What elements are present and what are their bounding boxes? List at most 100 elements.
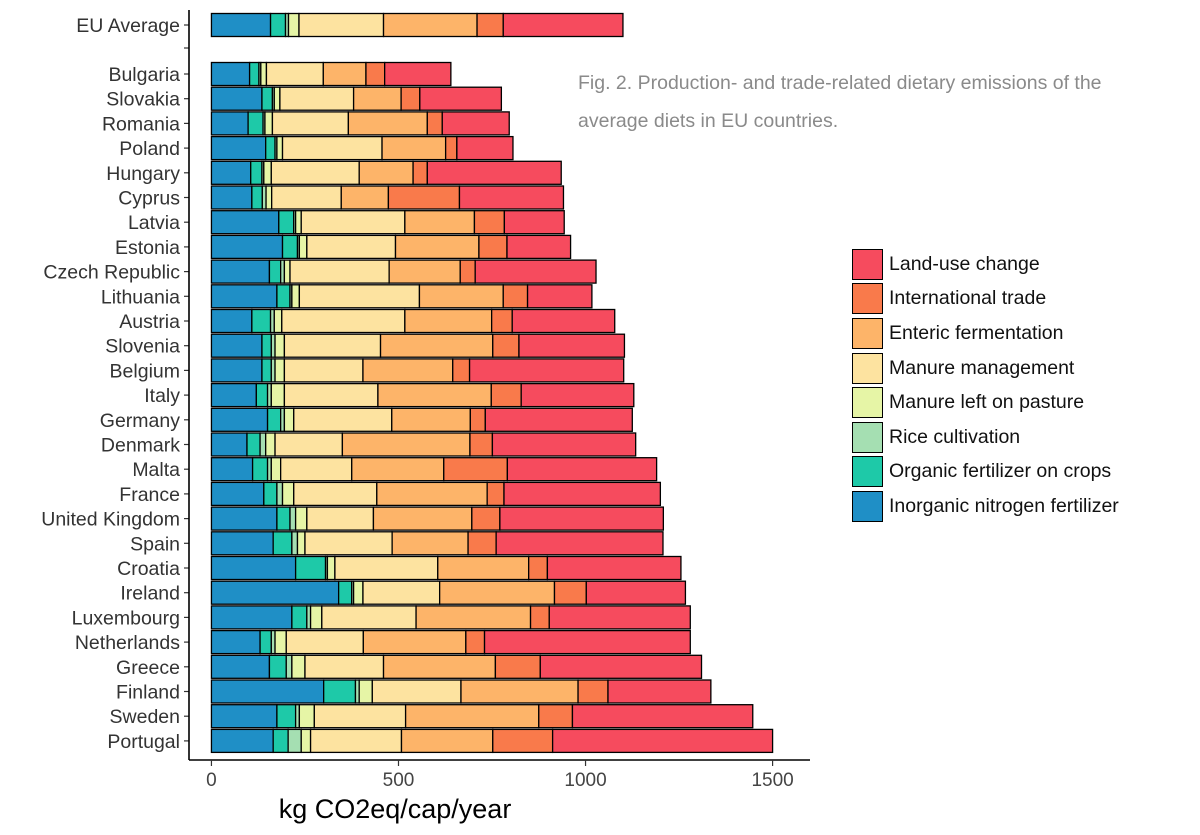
bar-segment-italy-land-use-change bbox=[520, 382, 635, 408]
bar-segment-hungary-manure-left-on-pasture bbox=[263, 160, 272, 185]
bar-segment-eu-average-international-trade bbox=[476, 12, 504, 38]
bar-segment-belgium-enteric-fermentation bbox=[362, 358, 454, 383]
bar-segment-spain-manure-left-on-pasture bbox=[296, 531, 306, 556]
legend-label: Enteric fermentation bbox=[889, 321, 1064, 344]
y-tick-label-romania: Romania bbox=[102, 113, 180, 135]
bar-segment-estonia-enteric-fermentation bbox=[394, 234, 480, 260]
bar-segment-slovakia-international-trade bbox=[400, 86, 421, 111]
y-tick-label-hungary: Hungary bbox=[106, 163, 180, 185]
bar-segment-austria-manure-left-on-pasture bbox=[273, 308, 283, 334]
bar-segment-latvia-land-use-change bbox=[503, 210, 565, 235]
bar-segment-malta-inorganic-nitrogen-fertilizer bbox=[210, 457, 254, 482]
bar-segment-luxembourg-manure-management bbox=[321, 605, 417, 630]
bar-segment-malta-organic-fertilizer-on-crops bbox=[251, 457, 269, 482]
bar-segment-portugal-inorganic-nitrogen-fertilizer bbox=[210, 728, 274, 754]
bar-segment-romania-international-trade bbox=[426, 111, 443, 136]
y-tick-label-finland: Finland bbox=[116, 682, 180, 704]
bar-segment-netherlands-enteric-fermentation bbox=[362, 629, 467, 655]
bar-segment-netherlands-inorganic-nitrogen-fertilizer bbox=[210, 629, 261, 655]
bar-segment-bulgaria-organic-fertilizer-on-crops bbox=[248, 61, 260, 87]
bar-segment-bulgaria-manure-management bbox=[265, 61, 324, 87]
legend-swatch bbox=[852, 317, 883, 349]
y-tick-label-portugal: Portugal bbox=[107, 731, 180, 753]
bar-segment-italy-international-trade bbox=[490, 382, 522, 408]
y-tick-label-bulgaria: Bulgaria bbox=[108, 64, 180, 86]
bar-segment-czech-republic-inorganic-nitrogen-fertilizer bbox=[210, 259, 271, 284]
bar-segment-belgium-manure-management bbox=[283, 358, 364, 383]
y-tick-label-spain: Spain bbox=[130, 533, 180, 555]
y-tick-label-estonia: Estonia bbox=[115, 237, 180, 259]
bar-segment-bulgaria-international-trade bbox=[365, 61, 386, 87]
bar-segment-cyprus-international-trade bbox=[387, 185, 461, 210]
bar-segment-eu-average-manure-management bbox=[298, 12, 385, 38]
bar-segment-sweden-international-trade bbox=[538, 704, 574, 729]
bar-segment-denmark-land-use-change bbox=[491, 432, 637, 457]
legend-swatch bbox=[852, 421, 883, 453]
y-tick-label-austria: Austria bbox=[119, 311, 180, 333]
bar-segment-finland-manure-management bbox=[371, 679, 462, 704]
bar-segment-germany-land-use-change bbox=[484, 407, 633, 432]
y-tick-label-belgium: Belgium bbox=[110, 360, 180, 382]
bar-segment-denmark-enteric-fermentation bbox=[341, 432, 471, 457]
bar-segment-latvia-enteric-fermentation bbox=[404, 210, 476, 235]
bar-segment-sweden-manure-left-on-pasture bbox=[298, 704, 315, 729]
bar-segment-sweden-manure-management bbox=[313, 704, 407, 729]
bar-segment-estonia-manure-management bbox=[306, 234, 397, 260]
bar-segment-bulgaria-inorganic-nitrogen-fertilizer bbox=[210, 61, 251, 87]
bar-segment-slovenia-manure-left-on-pasture bbox=[274, 333, 286, 358]
bar-segment-spain-organic-fertilizer-on-crops bbox=[272, 531, 293, 556]
bar-segment-belgium-inorganic-nitrogen-fertilizer bbox=[210, 358, 263, 383]
bar-segment-slovakia-land-use-change bbox=[419, 86, 503, 111]
bar-segment-denmark-inorganic-nitrogen-fertilizer bbox=[210, 432, 248, 457]
bar-segment-croatia-organic-fertilizer-on-crops bbox=[294, 555, 327, 581]
bar-segment-latvia-organic-fertilizer-on-crops bbox=[278, 210, 295, 235]
bar-segment-spain-enteric-fermentation bbox=[391, 531, 469, 556]
bar-segment-hungary-organic-fertilizer-on-crops bbox=[250, 160, 263, 185]
bar-segment-luxembourg-international-trade bbox=[529, 605, 550, 630]
bar-segment-eu-average-enteric-fermentation bbox=[382, 12, 478, 38]
bar-segment-slovenia-international-trade bbox=[492, 333, 520, 358]
bar-segment-latvia-manure-left-on-pasture bbox=[294, 210, 302, 235]
bar-segment-croatia-manure-management bbox=[334, 555, 439, 581]
bar-segment-united-kingdom-land-use-change bbox=[499, 506, 665, 531]
bar-segment-finland-land-use-change bbox=[607, 679, 712, 704]
bar-segment-portugal-rice-cultivation bbox=[287, 728, 302, 754]
y-tick-label-malta: Malta bbox=[132, 459, 180, 481]
bar-segment-luxembourg-land-use-change bbox=[548, 605, 691, 630]
y-tick-label-slovenia: Slovenia bbox=[105, 336, 180, 358]
bar-segment-luxembourg-enteric-fermentation bbox=[415, 605, 532, 630]
x-tick-label: 1000 bbox=[564, 770, 606, 791]
bar-segment-slovakia-inorganic-nitrogen-fertilizer bbox=[210, 86, 263, 111]
bar-segment-portugal-manure-left-on-pasture bbox=[300, 728, 312, 754]
bar-segment-czech-republic-manure-left-on-pasture bbox=[283, 259, 291, 284]
bar-segment-croatia-inorganic-nitrogen-fertilizer bbox=[210, 555, 297, 581]
bar-segment-finland-organic-fertilizer-on-crops bbox=[323, 679, 357, 704]
bar-segment-finland-enteric-fermentation bbox=[460, 679, 579, 704]
bar-segment-austria-organic-fertilizer-on-crops bbox=[251, 308, 272, 334]
bar-segment-france-inorganic-nitrogen-fertilizer bbox=[210, 481, 265, 507]
bar-segment-france-organic-fertilizer-on-crops bbox=[263, 481, 278, 507]
bar-segment-bulgaria-manure-left-on-pasture bbox=[260, 61, 268, 87]
bar-segment-austria-land-use-change bbox=[511, 308, 616, 334]
bar-segment-france-enteric-fermentation bbox=[376, 481, 488, 507]
bars-layer bbox=[210, 12, 774, 754]
bar-segment-slovakia-enteric-fermentation bbox=[352, 86, 402, 111]
caption-line-1: Fig. 2. Production- and trade-related di… bbox=[578, 72, 1102, 94]
bar-segment-lithuania-organic-fertilizer-on-crops bbox=[276, 284, 291, 309]
bar-segment-luxembourg-manure-left-on-pasture bbox=[309, 605, 323, 630]
legend-swatch bbox=[852, 456, 883, 488]
bar-segment-france-land-use-change bbox=[503, 481, 662, 507]
bar-segment-romania-manure-left-on-pasture bbox=[264, 111, 274, 136]
y-tick-label-latvia: Latvia bbox=[128, 212, 180, 234]
y-tick-label-united-kingdom: United Kingdom bbox=[41, 509, 180, 531]
bar-segment-cyprus-manure-left-on-pasture bbox=[265, 185, 273, 210]
bar-segment-eu-average-organic-fertilizer-on-crops bbox=[269, 12, 287, 38]
y-tick-label-ireland: Ireland bbox=[120, 583, 180, 605]
bar-segment-malta-enteric-fermentation bbox=[351, 457, 445, 482]
y-tick-label-germany: Germany bbox=[100, 410, 180, 432]
bar-segment-lithuania-enteric-fermentation bbox=[418, 284, 504, 309]
legend-swatch bbox=[852, 248, 883, 280]
bar-segment-denmark-international-trade bbox=[469, 432, 494, 457]
